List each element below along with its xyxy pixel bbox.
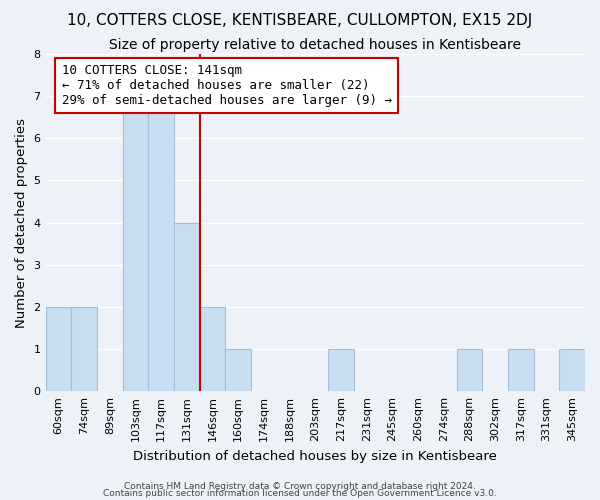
Title: Size of property relative to detached houses in Kentisbeare: Size of property relative to detached ho… xyxy=(109,38,521,52)
Text: 10 COTTERS CLOSE: 141sqm
← 71% of detached houses are smaller (22)
29% of semi-d: 10 COTTERS CLOSE: 141sqm ← 71% of detach… xyxy=(62,64,392,107)
Bar xyxy=(457,349,482,391)
Bar xyxy=(200,307,226,391)
Text: Contains public sector information licensed under the Open Government Licence v3: Contains public sector information licen… xyxy=(103,490,497,498)
Bar xyxy=(148,96,174,391)
Bar xyxy=(46,307,71,391)
Bar xyxy=(174,222,200,391)
Bar xyxy=(71,307,97,391)
Bar xyxy=(328,349,354,391)
Bar xyxy=(226,349,251,391)
Text: 10, COTTERS CLOSE, KENTISBEARE, CULLOMPTON, EX15 2DJ: 10, COTTERS CLOSE, KENTISBEARE, CULLOMPT… xyxy=(67,12,533,28)
Bar xyxy=(122,96,148,391)
Y-axis label: Number of detached properties: Number of detached properties xyxy=(15,118,28,328)
Bar xyxy=(508,349,533,391)
Text: Contains HM Land Registry data © Crown copyright and database right 2024.: Contains HM Land Registry data © Crown c… xyxy=(124,482,476,491)
X-axis label: Distribution of detached houses by size in Kentisbeare: Distribution of detached houses by size … xyxy=(133,450,497,462)
Bar xyxy=(559,349,585,391)
